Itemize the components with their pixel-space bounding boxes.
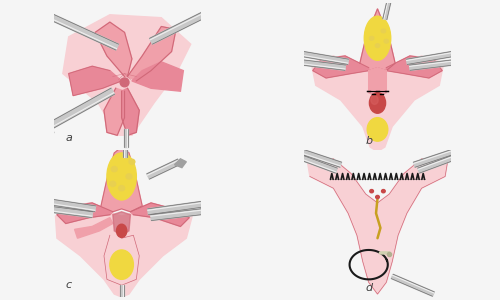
Ellipse shape (112, 167, 117, 172)
Polygon shape (150, 12, 206, 44)
Ellipse shape (129, 159, 135, 164)
Polygon shape (45, 88, 114, 131)
Ellipse shape (376, 44, 380, 47)
Polygon shape (40, 129, 54, 141)
Text: a: a (66, 133, 72, 143)
Polygon shape (113, 212, 130, 235)
Polygon shape (368, 68, 386, 97)
Polygon shape (307, 159, 448, 294)
Polygon shape (104, 235, 140, 285)
Polygon shape (148, 202, 202, 215)
Polygon shape (122, 147, 126, 157)
Text: c: c (66, 280, 72, 290)
Ellipse shape (381, 29, 386, 33)
Polygon shape (296, 148, 342, 167)
Text: d: d (366, 283, 373, 293)
Polygon shape (296, 59, 346, 70)
Polygon shape (414, 148, 459, 167)
Polygon shape (147, 159, 180, 179)
Polygon shape (95, 22, 132, 76)
Polygon shape (360, 9, 395, 70)
Polygon shape (63, 15, 190, 135)
Polygon shape (56, 206, 192, 297)
Ellipse shape (384, 39, 388, 43)
Ellipse shape (118, 186, 124, 191)
Ellipse shape (120, 78, 129, 87)
Polygon shape (406, 50, 459, 64)
Ellipse shape (110, 181, 116, 186)
Polygon shape (68, 66, 122, 96)
Polygon shape (46, 199, 96, 212)
Polygon shape (130, 203, 189, 226)
Ellipse shape (126, 174, 132, 179)
Polygon shape (418, 153, 460, 173)
Polygon shape (383, 0, 392, 20)
Polygon shape (124, 129, 128, 147)
Polygon shape (104, 88, 124, 135)
Polygon shape (128, 26, 176, 81)
Polygon shape (410, 59, 459, 70)
Ellipse shape (370, 93, 386, 113)
Polygon shape (174, 159, 186, 168)
Polygon shape (74, 218, 113, 238)
Ellipse shape (107, 153, 136, 200)
Ellipse shape (382, 190, 385, 193)
Polygon shape (122, 88, 140, 135)
Polygon shape (296, 153, 338, 173)
Polygon shape (101, 147, 142, 212)
Polygon shape (57, 203, 113, 224)
Ellipse shape (370, 36, 374, 40)
Polygon shape (46, 12, 118, 50)
Polygon shape (386, 56, 442, 78)
Polygon shape (46, 206, 92, 218)
Polygon shape (296, 50, 348, 64)
Ellipse shape (370, 190, 374, 193)
Polygon shape (312, 56, 444, 152)
Ellipse shape (364, 16, 390, 60)
Ellipse shape (376, 195, 380, 199)
Polygon shape (120, 285, 124, 297)
Polygon shape (150, 209, 202, 220)
Ellipse shape (371, 96, 378, 104)
Text: b: b (366, 136, 373, 146)
Ellipse shape (367, 118, 388, 141)
Ellipse shape (110, 250, 134, 279)
Polygon shape (392, 274, 434, 296)
Polygon shape (132, 62, 184, 91)
Polygon shape (313, 56, 368, 78)
Ellipse shape (116, 224, 127, 238)
